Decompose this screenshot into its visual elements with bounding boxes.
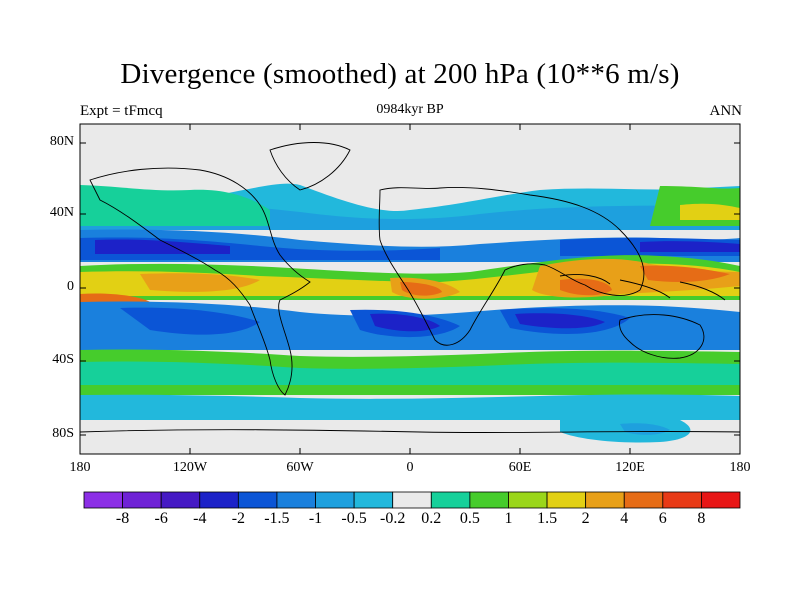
colorbar-swatch (353, 491, 394, 509)
colorbar-label: -1.5 (264, 510, 290, 527)
colorbar-swatch (122, 491, 162, 509)
lon-label-60e: 60E (508, 460, 532, 475)
colorbar-label: 6 (658, 510, 667, 527)
colorbar-swatch (276, 491, 316, 509)
colorbar-label: 2 (581, 510, 590, 527)
lon-label-180e: 180 (729, 460, 751, 475)
lon-label-60w: 60W (286, 460, 314, 475)
colorbar-label: 1.5 (537, 510, 558, 527)
lat-label-80s: 80S (52, 426, 74, 441)
colorbar-label: -0.5 (341, 510, 367, 527)
lon-label-180w: 180 (69, 460, 91, 475)
colorbar-label: -1 (308, 510, 323, 527)
colorbar-swatch (701, 491, 741, 509)
colorbar-swatch (662, 491, 702, 509)
colorbar-swatch (585, 491, 625, 509)
colorbar-swatch (199, 491, 239, 509)
colorbar-swatch (315, 491, 355, 509)
colorbar-swatch (160, 491, 201, 509)
colorbar-swatch (508, 491, 548, 509)
colorbar-label: -4 (193, 510, 207, 527)
colorbar-swatch (83, 491, 123, 509)
season-label: ANN (709, 103, 743, 119)
divergence-field (80, 124, 740, 454)
colorbar-swatch (430, 491, 471, 509)
time-label: 0984kyr BP (376, 102, 444, 117)
colorbar-swatch (392, 491, 432, 509)
colorbar-swatch (623, 491, 664, 509)
lat-label-80n: 80N (49, 134, 74, 149)
colorbar-label: -0.2 (380, 510, 406, 527)
colorbar-swatch (237, 491, 278, 509)
lat-label-40s: 40S (52, 352, 74, 367)
axis-ticks (80, 124, 740, 454)
colorbar-label: -8 (115, 510, 130, 527)
lon-label-120w: 120W (172, 460, 208, 475)
colorbar-label: 0.2 (421, 510, 442, 527)
colorbar-label: 1 (504, 510, 513, 527)
experiment-label: Expt = tFmcq (80, 103, 163, 119)
map-title: Divergence (smoothed) at 200 hPa (10**6 … (120, 58, 680, 90)
colorbar-label: -2 (231, 510, 246, 527)
colorbar-label: -6 (154, 510, 168, 527)
lat-label-40n: 40N (49, 205, 74, 220)
colorbar (83, 491, 741, 509)
lon-label-0: 0 (406, 460, 414, 475)
colorbar-label: 4 (620, 510, 629, 527)
colorbar-swatch (546, 491, 587, 509)
colorbar-label: 8 (697, 510, 706, 527)
coastlines (80, 142, 740, 434)
lon-label-120e: 120E (615, 460, 645, 475)
lat-label-eq: 0 (67, 279, 74, 294)
colorbar-swatch (469, 491, 509, 509)
colorbar-label: 0.5 (459, 510, 480, 527)
